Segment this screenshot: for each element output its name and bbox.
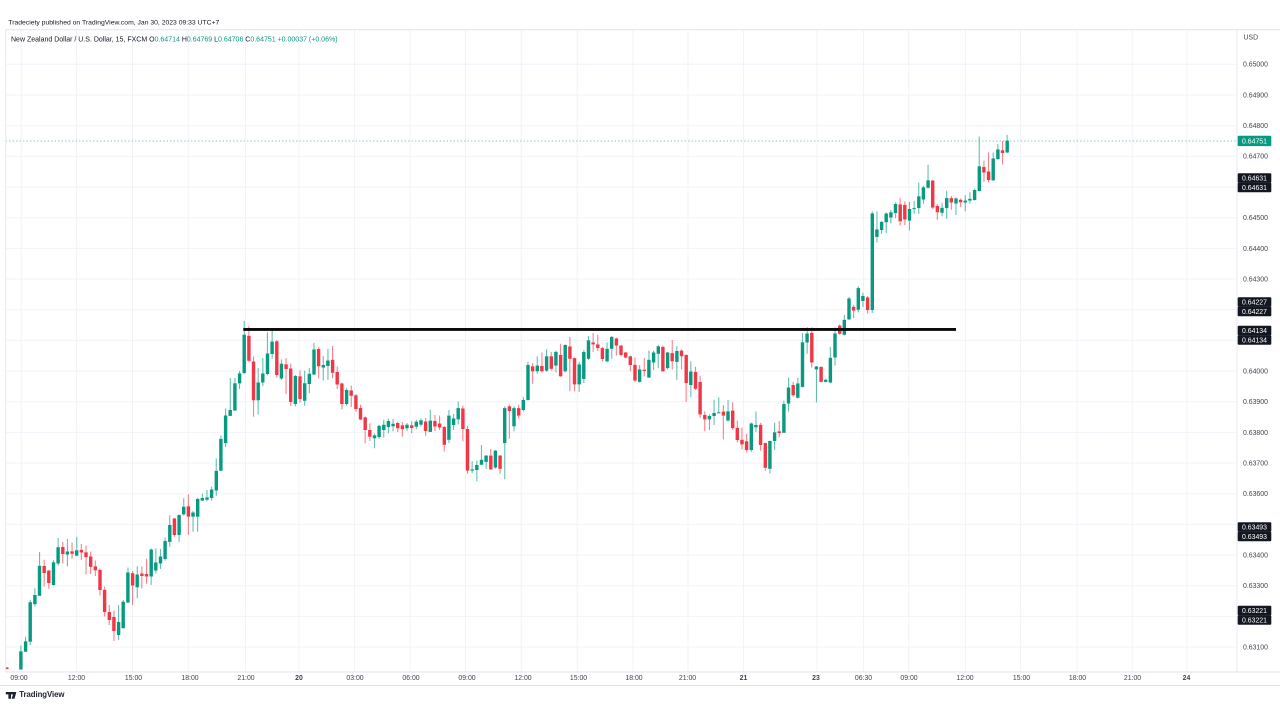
svg-text:18:00: 18:00 [1069,675,1086,682]
svg-text:0.64300: 0.64300 [1243,276,1268,283]
svg-text:0.64631: 0.64631 [1242,185,1267,192]
svg-text:20: 20 [295,675,303,682]
svg-text:0.64631: 0.64631 [1242,176,1267,183]
svg-text:15:00: 15:00 [1013,675,1030,682]
svg-text:0.64134: 0.64134 [1242,337,1267,344]
svg-text:03:00: 03:00 [346,675,363,682]
svg-text:23: 23 [812,675,820,682]
svg-text:21: 21 [740,675,748,682]
svg-text:24: 24 [1183,675,1191,682]
svg-text:18:00: 18:00 [625,675,642,682]
svg-text:0.64700: 0.64700 [1243,154,1268,161]
svg-text:0.64134: 0.64134 [1242,328,1267,335]
svg-text:09:00: 09:00 [458,675,475,682]
svg-text:12:00: 12:00 [956,675,973,682]
svg-text:15:00: 15:00 [570,675,587,682]
svg-text:0.63100: 0.63100 [1243,645,1268,652]
svg-text:0.63900: 0.63900 [1243,399,1268,406]
svg-text:09:00: 09:00 [10,675,27,682]
svg-text:21:00: 21:00 [1124,675,1141,682]
svg-text:0.63221: 0.63221 [1242,608,1267,615]
svg-text:0.63400: 0.63400 [1243,553,1268,560]
svg-text:15:00: 15:00 [125,675,142,682]
svg-text:0.63493: 0.63493 [1242,534,1267,541]
svg-text:0.64000: 0.64000 [1243,368,1268,375]
svg-text:18:00: 18:00 [181,675,198,682]
svg-text:0.63700: 0.63700 [1243,460,1268,467]
svg-text:New Zealand Dollar / U.S. Doll: New Zealand Dollar / U.S. Dollar, 15, FX… [11,36,338,43]
svg-text:0.63493: 0.63493 [1242,525,1267,532]
svg-text:0.64500: 0.64500 [1243,215,1268,222]
svg-text:0.65000: 0.65000 [1243,62,1268,69]
svg-text:12:00: 12:00 [68,675,85,682]
svg-text:TradingView: TradingView [19,690,65,699]
svg-text:0.63221: 0.63221 [1242,617,1267,624]
svg-text:0.63800: 0.63800 [1243,430,1268,437]
svg-text:12:00: 12:00 [514,675,531,682]
svg-text:0.63300: 0.63300 [1243,583,1268,590]
svg-text:USD: USD [1244,35,1259,42]
svg-text:0.63600: 0.63600 [1243,491,1268,498]
svg-text:0.64227: 0.64227 [1242,309,1267,316]
svg-text:0.64900: 0.64900 [1243,92,1268,99]
svg-text:Tradeciety published on Tradin: Tradeciety published on TradingView.com,… [8,19,219,26]
svg-text:0.64800: 0.64800 [1243,123,1268,130]
svg-text:21:00: 21:00 [679,675,696,682]
svg-text:09:00: 09:00 [900,675,917,682]
svg-text:06:00: 06:00 [402,675,419,682]
svg-text:21:00: 21:00 [237,675,254,682]
svg-text:0.64400: 0.64400 [1243,246,1268,253]
svg-text:06:30: 06:30 [855,675,872,682]
svg-text:0.64227: 0.64227 [1242,299,1267,306]
svg-text:0.64751: 0.64751 [1242,138,1267,145]
